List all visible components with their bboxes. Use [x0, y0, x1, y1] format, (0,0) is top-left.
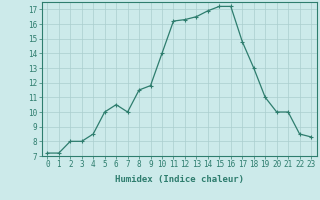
- X-axis label: Humidex (Indice chaleur): Humidex (Indice chaleur): [115, 175, 244, 184]
